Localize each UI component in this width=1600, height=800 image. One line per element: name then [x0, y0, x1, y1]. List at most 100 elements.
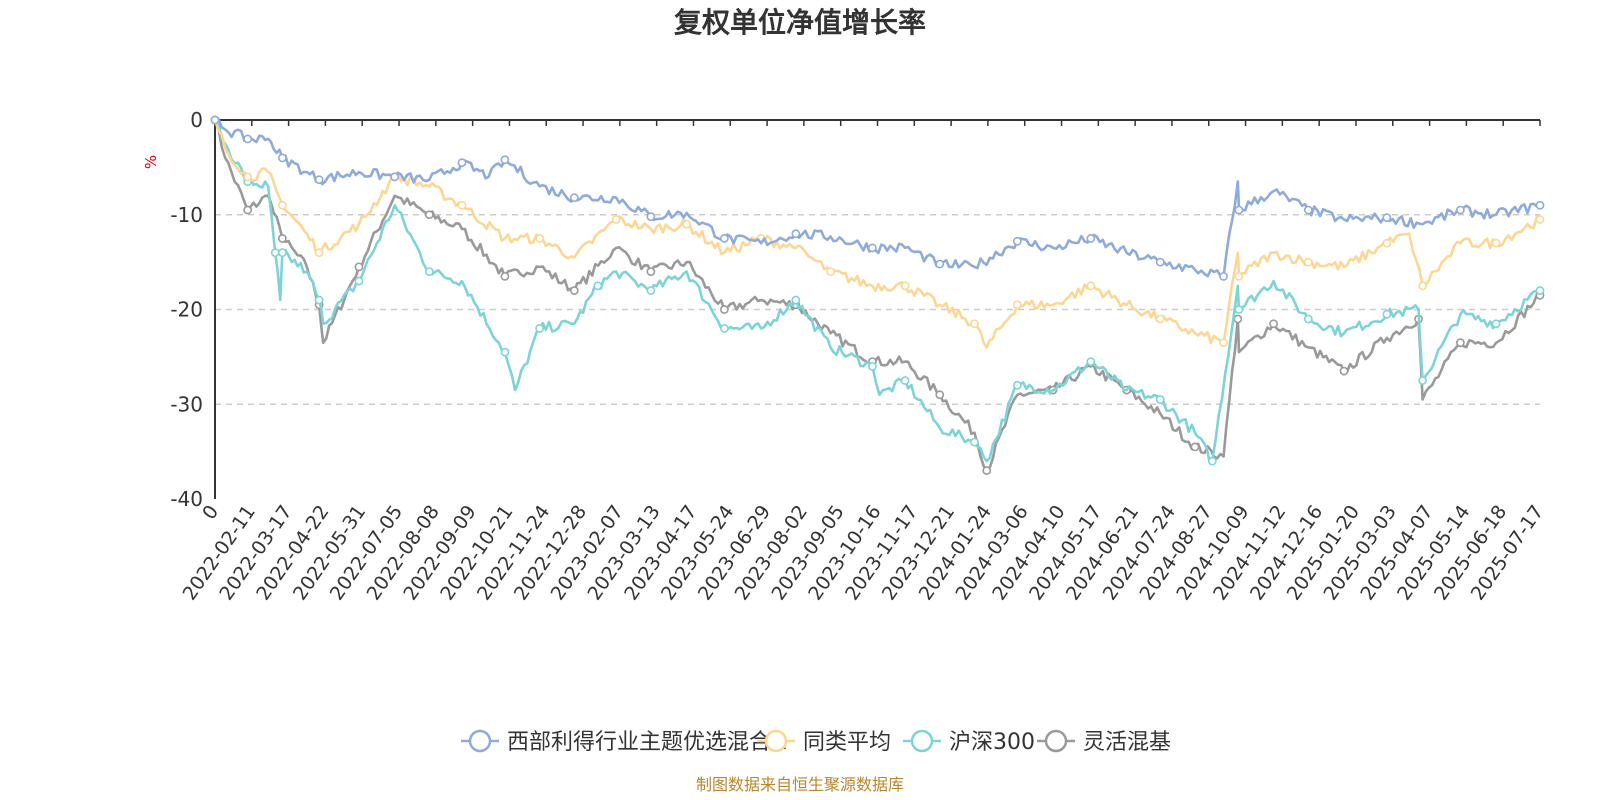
series-point: [500, 347, 510, 357]
series-point: [1535, 215, 1545, 224]
series-point: [935, 259, 945, 269]
series-point: [535, 324, 545, 333]
series-point: [270, 248, 280, 258]
legend-swatch-circle: [1044, 729, 1068, 753]
series-point: [1233, 314, 1243, 324]
series-point: [1303, 314, 1313, 324]
series-point: [935, 390, 945, 400]
series-point: [611, 215, 621, 224]
series-point: [457, 158, 467, 168]
y-tick-label: -20: [170, 298, 203, 322]
legend-swatch-circle: [764, 729, 788, 753]
series-point: [1234, 305, 1244, 314]
y-tick-label: 0: [190, 108, 203, 132]
series-point: [900, 281, 910, 291]
series-point: [719, 305, 729, 314]
series-point: [1012, 236, 1022, 246]
legend-swatch-circle: [468, 729, 492, 753]
series-point: [826, 267, 835, 276]
legend-item[interactable]: 西部利得行业主题优选混合A: [461, 729, 786, 755]
series-point: [1455, 338, 1465, 348]
series-point: [970, 319, 979, 329]
series-point: [1234, 205, 1244, 215]
series-4: [210, 115, 1545, 475]
series-point: [277, 234, 287, 243]
series-point: [500, 155, 510, 165]
series-point: [314, 175, 324, 185]
series-point: [1219, 338, 1228, 348]
series-point: [867, 243, 877, 253]
series-point: [646, 286, 656, 295]
series-point: [1219, 271, 1228, 281]
x-tick-label: 0: [198, 501, 223, 524]
series-point: [569, 286, 579, 295]
series-point: [1086, 357, 1096, 367]
legend: 西部利得行业主题优选混合A 同类平均 沪深300 灵活混基: [461, 729, 1171, 755]
series-point: [1303, 205, 1313, 215]
series-point: [1234, 271, 1244, 281]
series-point: [646, 267, 656, 276]
series-point: [1491, 319, 1501, 329]
legend-label: 灵活混基: [1083, 730, 1171, 755]
legend-item[interactable]: 灵活混基: [1037, 729, 1171, 755]
series-point: [719, 324, 729, 333]
series-point: [1418, 281, 1428, 291]
y-tick-label: -30: [170, 392, 203, 416]
series-point: [1339, 366, 1349, 376]
series-3: [210, 115, 1545, 466]
series-point: [210, 115, 220, 125]
series-point: [1382, 238, 1392, 248]
series-point: [1155, 314, 1165, 324]
legend-swatch-circle: [910, 729, 934, 753]
series-point: [1207, 456, 1217, 466]
series-point: [1155, 395, 1165, 404]
series-point: [277, 248, 287, 258]
series-point: [354, 276, 364, 286]
series-point: [1303, 257, 1313, 267]
series-point: [457, 200, 467, 210]
series-1: [210, 115, 1545, 281]
series-point: [1535, 200, 1545, 210]
series-point: [1269, 319, 1278, 329]
series-point: [277, 200, 287, 210]
series-2: [210, 115, 1545, 349]
series-point: [867, 361, 877, 371]
series-point: [500, 271, 510, 281]
series-point: [1382, 309, 1392, 319]
series-line: [214, 117, 1541, 278]
series-point: [1012, 380, 1022, 390]
series-point: [1190, 442, 1200, 452]
series-point: [1455, 205, 1465, 215]
chart-title: 复权单位净值增长率: [674, 6, 926, 39]
series-point: [424, 210, 434, 220]
legend-label: 西部利得行业主题优选混合A: [507, 730, 786, 755]
y-tick-label: -10: [170, 203, 203, 227]
series-line: [213, 119, 1541, 472]
series-point: [1382, 213, 1392, 222]
series-point: [719, 234, 729, 243]
series-point: [243, 172, 253, 182]
legend-item[interactable]: 沪深300: [903, 729, 1035, 755]
series-line: [213, 119, 1541, 349]
series-layer: [210, 115, 1545, 475]
series-point: [1086, 234, 1096, 243]
series-point: [277, 153, 287, 163]
series-point: [982, 466, 992, 475]
series-point: [1535, 286, 1545, 295]
series-point: [314, 248, 324, 258]
series-point: [1418, 376, 1428, 385]
series-point: [1155, 257, 1165, 267]
series-point: [354, 262, 364, 272]
series-point: [900, 376, 910, 385]
series-point: [243, 134, 253, 144]
series-point: [243, 205, 253, 215]
legend-label: 同类平均: [803, 730, 891, 755]
series-point: [314, 295, 324, 305]
series-point: [682, 219, 692, 229]
legend-item[interactable]: 同类平均: [757, 729, 891, 755]
legend-label: 沪深300: [949, 730, 1035, 755]
series-point: [390, 172, 400, 182]
series-point: [1086, 281, 1096, 291]
series-point: [970, 437, 979, 447]
